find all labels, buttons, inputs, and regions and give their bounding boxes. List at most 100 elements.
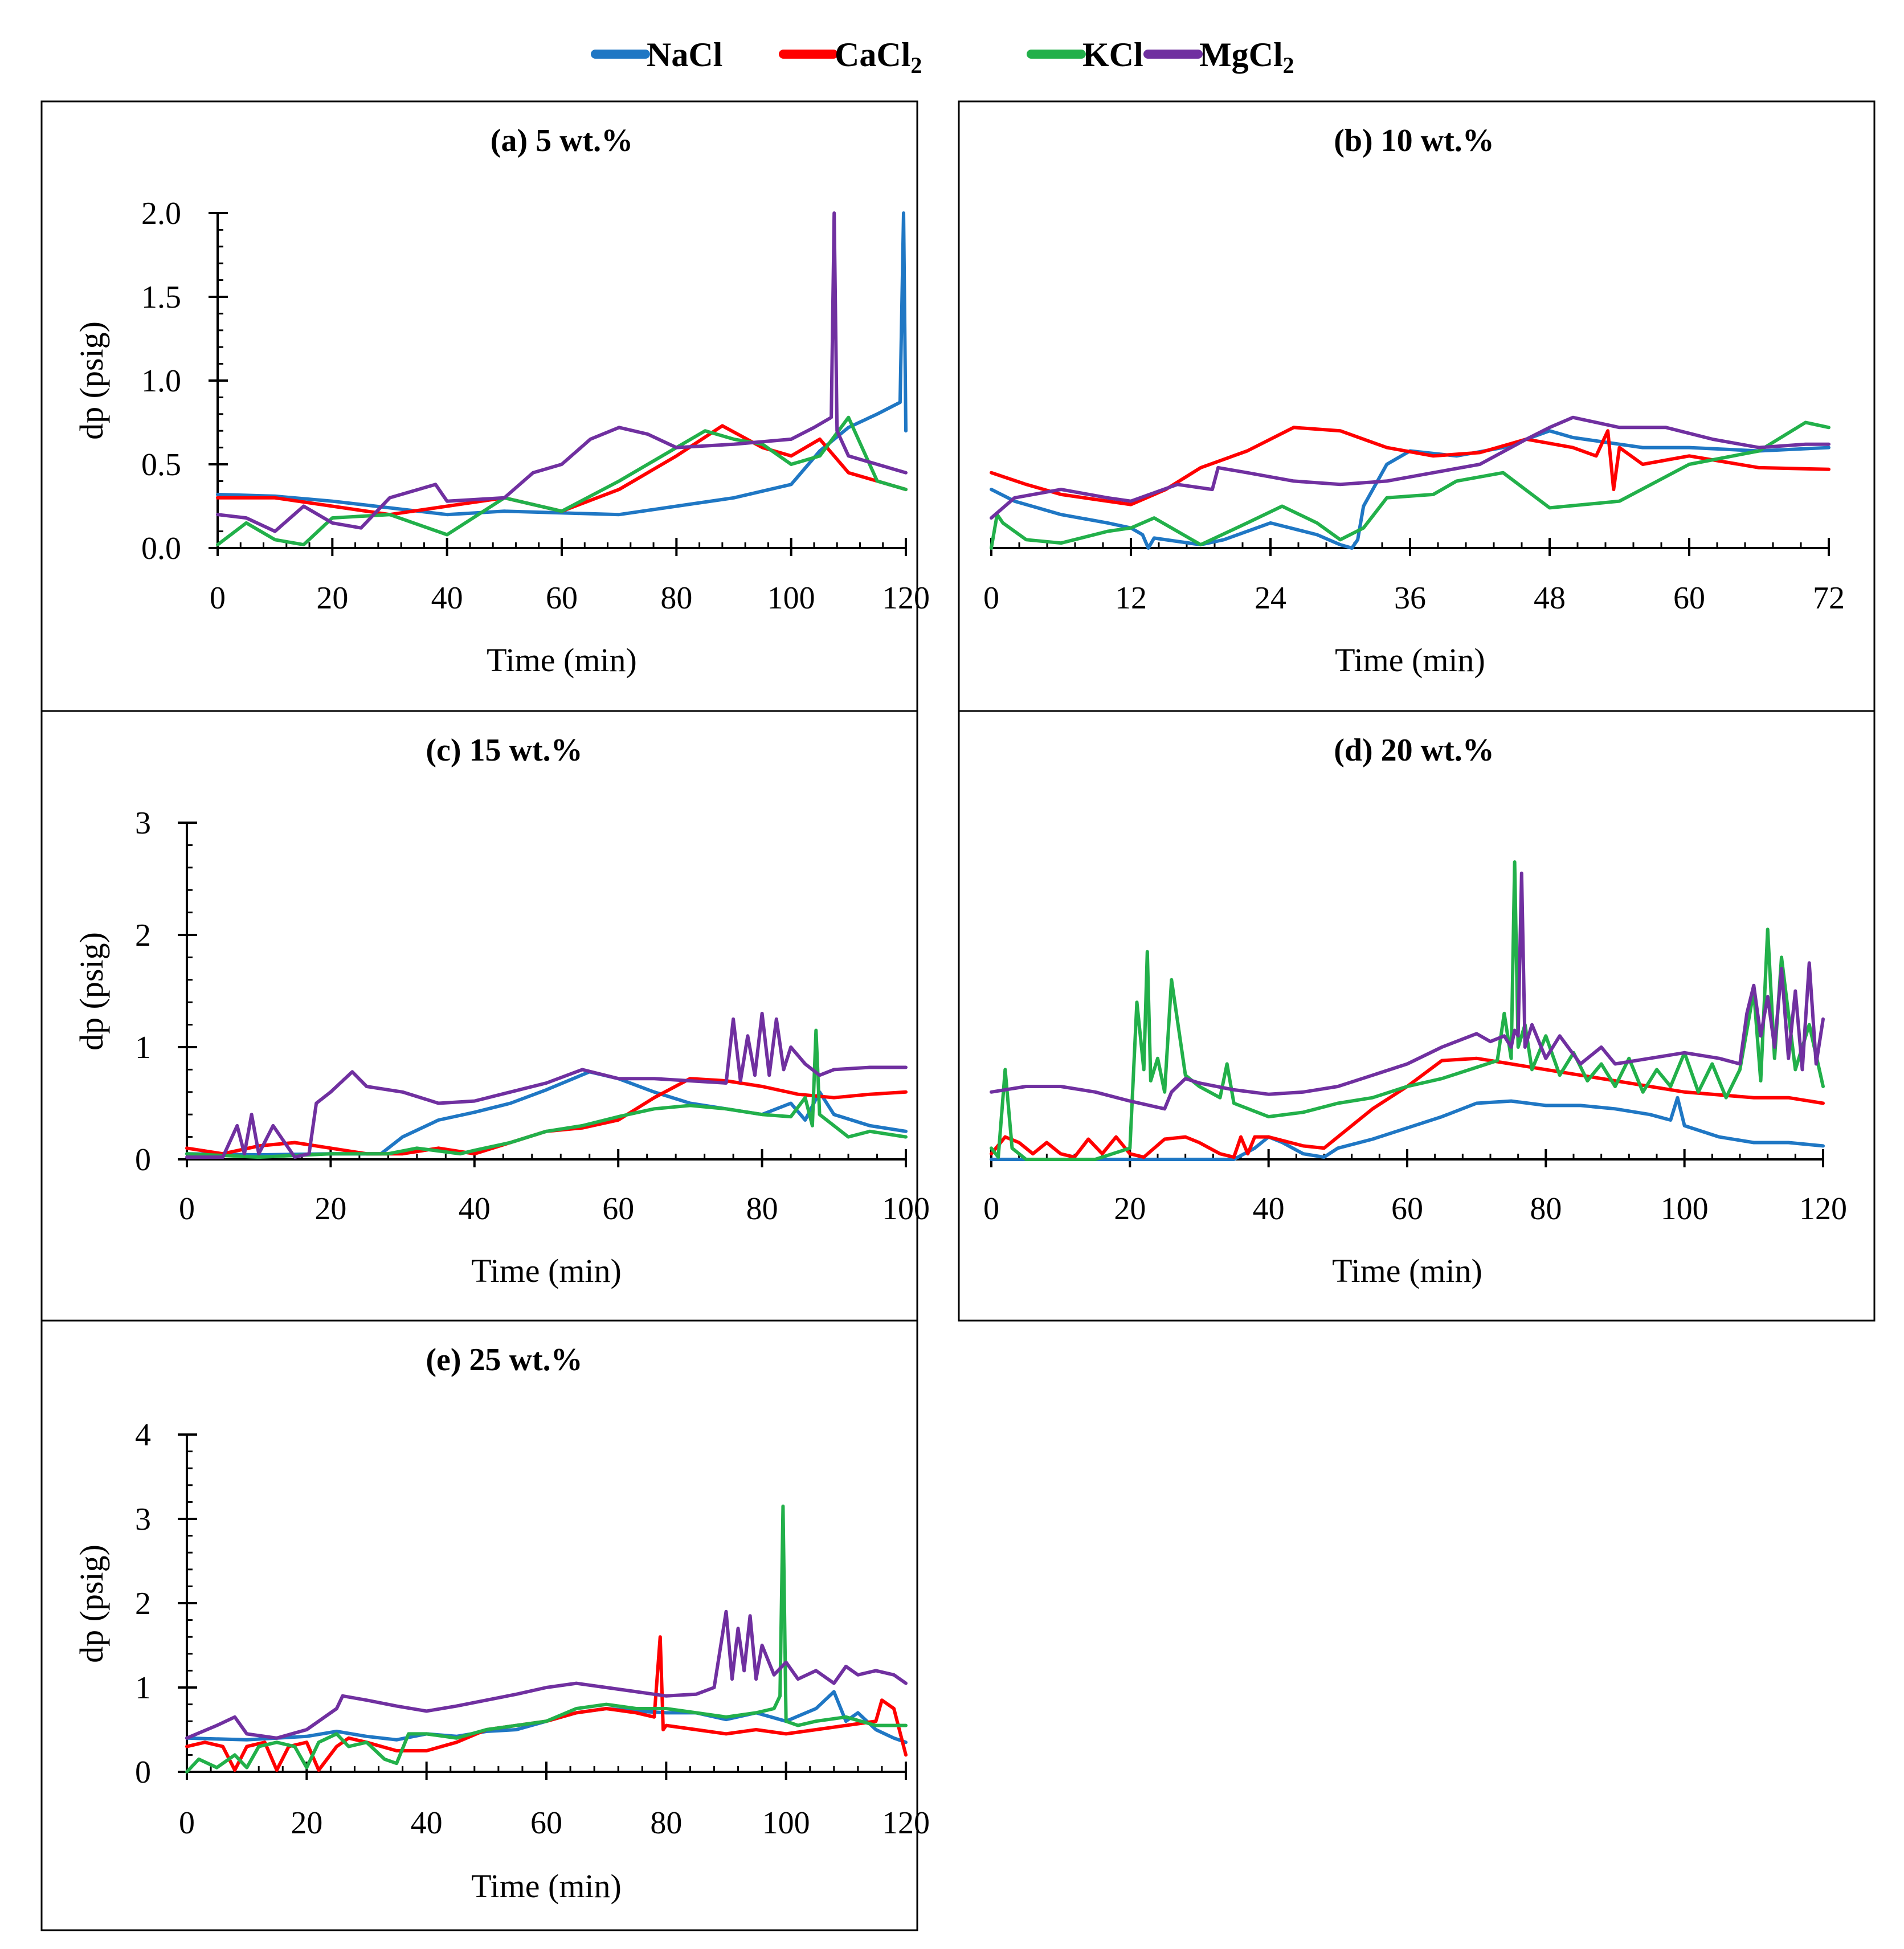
y-axis-title: dp (psig) — [73, 932, 110, 1051]
series-line-nacl — [216, 211, 908, 517]
legend-label-mgcl2: MgCl2 — [1199, 36, 1294, 78]
panel-a: (a) 5 wt.% 0 20 40 60 80 100 120 Time (min) 0.0 0.… — [40, 100, 930, 712]
x-tick-label: 120 — [882, 1805, 930, 1841]
panel-frame — [958, 100, 1876, 712]
series-line-mgcl2 — [990, 415, 1831, 520]
x-axis-title: Time (min) — [1335, 642, 1485, 679]
panel-title: (e) 25 wt.% — [426, 1342, 582, 1378]
panel-frame — [40, 1319, 918, 1931]
x-tick-label: 100 — [767, 581, 815, 616]
series-line-kcl — [990, 420, 1831, 550]
y-tick-label: 1 — [135, 1670, 151, 1706]
legend-label-subscript: 2 — [910, 52, 922, 78]
x-tick-label: 100 — [1661, 1191, 1709, 1227]
panel-title: (a) 5 wt.% — [491, 123, 633, 158]
series-line-kcl — [185, 1504, 908, 1774]
legend-label-subscript: 2 — [1283, 52, 1294, 78]
x-tick-label: 40 — [459, 1191, 491, 1227]
legend: NaCl CaCl2 KCl MgCl2 — [591, 36, 1294, 78]
legend-label-main: MgCl — [1199, 36, 1283, 73]
y-tick-label: 4 — [135, 1417, 151, 1453]
x-tick-label: 100 — [882, 1191, 930, 1227]
series-line-cacl2 — [990, 426, 1831, 506]
series-line-cacl2 — [216, 424, 908, 517]
y-tick-label: 1.0 — [141, 363, 181, 399]
y-tick-label: 1 — [135, 1030, 151, 1065]
panel-title: (d) 20 wt.% — [1334, 733, 1494, 768]
x-tick-label: 20 — [314, 1191, 346, 1227]
y-tick-label: 0.5 — [141, 447, 181, 483]
x-axis-title: Time (min) — [471, 1252, 622, 1289]
series-line-nacl — [990, 429, 1831, 550]
x-tick-label: 60 — [1673, 581, 1705, 616]
x-tick-label: 60 — [530, 1805, 562, 1841]
x-tick-label: 0 — [983, 581, 999, 616]
y-axis-title: dp (psig) — [73, 321, 110, 440]
series-line-mgcl2 — [216, 211, 908, 533]
legend-label-kcl: KCl — [1082, 36, 1143, 73]
x-tick-label: 40 — [411, 1805, 443, 1841]
x-axis-title: Time (min) — [1332, 1252, 1482, 1289]
panel-b: (b) 10 wt.% 0 12 24 36 48 60 72 Time (min) — [958, 100, 1876, 712]
x-tick-label: 48 — [1534, 581, 1566, 616]
y-tick-label: 2.0 — [141, 196, 181, 231]
panel-frame — [958, 710, 1876, 1322]
y-tick-label: 2 — [135, 1586, 151, 1621]
x-tick-label: 120 — [1799, 1191, 1847, 1227]
x-tick-label: 0 — [210, 581, 226, 616]
series-line-kcl — [185, 1028, 908, 1159]
x-tick-label: 80 — [746, 1191, 778, 1227]
series-line-cacl2 — [990, 1056, 1825, 1159]
y-axis-title: dp (psig) — [73, 1545, 110, 1663]
panel-frame — [40, 100, 918, 712]
x-tick-label: 80 — [650, 1805, 682, 1841]
x-tick-label: 60 — [1391, 1191, 1423, 1227]
panel-d: (d) 20 wt.% 0 20 40 60 80 100 120 Time (min) — [958, 710, 1876, 1322]
x-tick-label: 36 — [1394, 581, 1426, 616]
y-tick-label: 0 — [135, 1142, 151, 1178]
panel-title: (b) 10 wt.% — [1334, 123, 1494, 158]
x-tick-label: 40 — [431, 581, 463, 616]
series-line-nacl — [990, 1096, 1825, 1161]
series-line-mgcl2 — [185, 1609, 908, 1740]
y-tick-label: 3 — [135, 1502, 151, 1537]
y-tick-label: 1.5 — [141, 280, 181, 315]
panel-c: (c) 15 wt.% 0 20 40 60 80 100 Time (min) 0 1 2 3 dp … — [40, 710, 930, 1322]
panel-frame — [40, 710, 918, 1322]
series-line-cacl2 — [185, 1635, 908, 1772]
panel-title: (c) 15 wt.% — [426, 733, 582, 768]
panel-e: (e) 25 wt.% 0 20 40 60 80 100 120 Time (min) 0 1 2 3… — [40, 1319, 930, 1931]
y-tick-label: 3 — [135, 806, 151, 841]
series-line-mgcl2 — [185, 1011, 908, 1159]
series-line-kcl — [216, 415, 908, 547]
x-tick-label: 24 — [1255, 581, 1286, 616]
x-tick-label: 72 — [1813, 581, 1845, 616]
legend-label-nacl: NaCl — [647, 36, 722, 73]
x-tick-label: 100 — [762, 1805, 810, 1841]
x-tick-label: 20 — [316, 581, 348, 616]
legend-label-main: NaCl — [647, 36, 722, 73]
x-axis-title: Time (min) — [487, 642, 637, 679]
x-tick-label: 80 — [1530, 1191, 1562, 1227]
x-tick-label: 20 — [291, 1805, 322, 1841]
x-tick-label: 60 — [546, 581, 578, 616]
series-line-mgcl2 — [990, 871, 1825, 1111]
x-tick-label: 20 — [1114, 1191, 1146, 1227]
series-line-kcl — [990, 860, 1825, 1161]
x-tick-label: 120 — [882, 581, 930, 616]
legend-label-main: KCl — [1082, 36, 1143, 73]
legend-label-cacl2: CaCl2 — [835, 36, 922, 78]
x-tick-label: 12 — [1115, 581, 1147, 616]
y-tick-label: 2 — [135, 918, 151, 953]
x-axis-title: Time (min) — [471, 1868, 622, 1905]
y-tick-label: 0.0 — [141, 531, 181, 566]
y-tick-label: 0 — [135, 1755, 151, 1790]
x-tick-label: 40 — [1253, 1191, 1285, 1227]
x-tick-label: 0 — [179, 1191, 195, 1227]
x-tick-label: 60 — [602, 1191, 634, 1227]
x-tick-label: 0 — [179, 1805, 195, 1841]
x-tick-label: 80 — [660, 581, 692, 616]
x-tick-label: 0 — [983, 1191, 999, 1227]
